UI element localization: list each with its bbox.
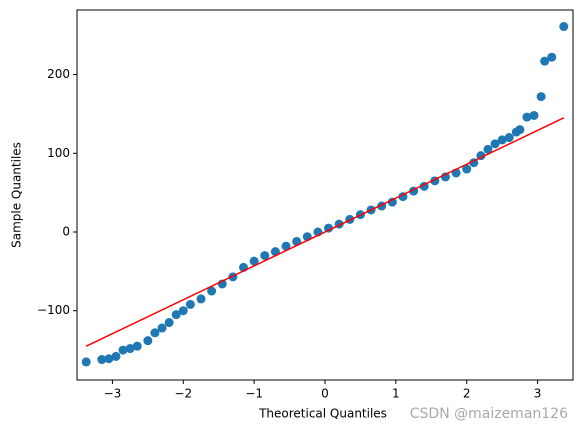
point: [462, 164, 472, 174]
point: [178, 306, 188, 316]
x-tick-label: −2: [174, 387, 192, 401]
point: [529, 110, 539, 120]
y-axis-label: Sample Quantiles: [10, 142, 24, 248]
point: [81, 357, 91, 367]
point: [260, 251, 270, 261]
point: [540, 56, 550, 66]
point: [207, 286, 217, 296]
x-tick-label: −1: [245, 387, 263, 401]
point: [547, 52, 557, 62]
point: [490, 139, 500, 149]
y-tick-label: −100: [37, 303, 70, 317]
point: [125, 344, 135, 354]
x-tick-label: −3: [104, 387, 122, 401]
reference-line: [85, 117, 565, 347]
plot-frame: [76, 9, 574, 381]
point: [483, 144, 493, 154]
y-tick-label: 100: [47, 146, 70, 160]
point: [249, 256, 259, 266]
x-tick-label: 1: [392, 387, 400, 401]
y-tick-label: 0: [62, 225, 70, 239]
point: [536, 92, 546, 102]
point: [164, 318, 174, 328]
x-tick-label: 3: [534, 387, 542, 401]
x-tick-label: 0: [321, 387, 329, 401]
point: [440, 172, 450, 182]
point: [150, 328, 160, 338]
point: [118, 345, 128, 355]
watermark: CSDN @maizeman126: [410, 406, 568, 422]
point: [497, 135, 507, 145]
point: [171, 310, 181, 320]
point: [97, 355, 107, 365]
y-tick-label: 200: [47, 67, 70, 81]
point: [111, 351, 121, 361]
point: [522, 112, 532, 122]
point: [559, 22, 569, 32]
point: [504, 133, 514, 143]
point: [104, 354, 114, 364]
x-tick-label: 2: [463, 387, 471, 401]
point: [387, 197, 397, 207]
x-axis-label: Theoretical Quantiles: [258, 407, 387, 421]
point: [157, 323, 167, 333]
point: [515, 125, 525, 135]
point: [185, 299, 195, 309]
point: [132, 341, 142, 351]
point: [196, 294, 206, 304]
point: [281, 241, 291, 251]
point: [324, 223, 334, 233]
point: [143, 336, 153, 346]
